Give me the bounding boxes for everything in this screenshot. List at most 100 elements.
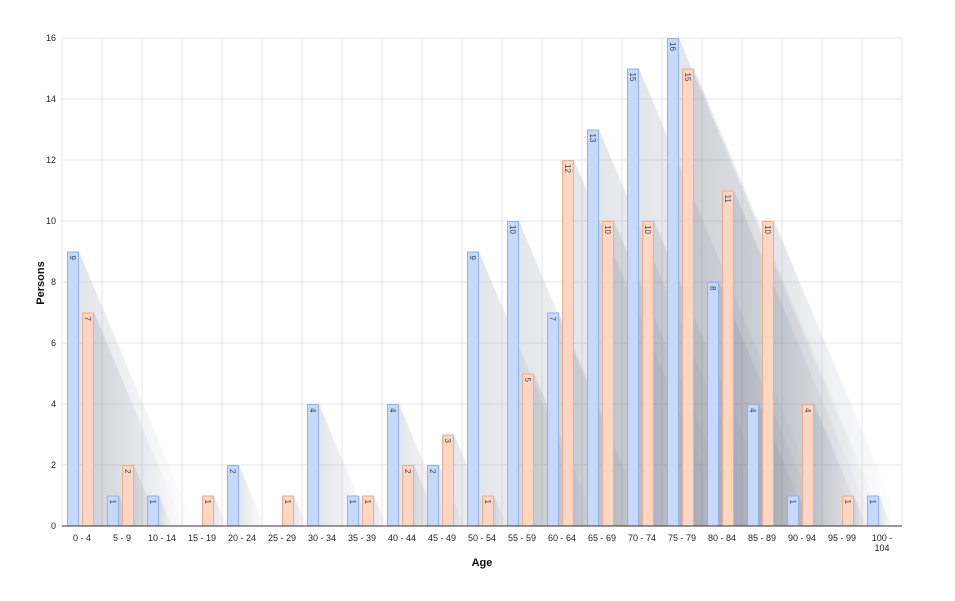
bar-shadow (94, 312, 184, 526)
y-tick-label: 10 (46, 216, 56, 226)
y-tick-label: 2 (51, 460, 56, 470)
data-label: 7 (548, 317, 557, 322)
data-label: 3 (443, 439, 452, 444)
data-label: 10 (508, 225, 517, 234)
bar (67, 251, 79, 527)
y-tick-label: 8 (51, 277, 56, 287)
x-tick-label: 5 - 9 (113, 533, 131, 543)
x-tick-label: 15 - 19 (188, 533, 216, 543)
data-label: 4 (388, 408, 397, 413)
bar-shadow (294, 495, 307, 526)
bar (802, 404, 814, 527)
data-label: 1 (483, 500, 492, 505)
bar (122, 465, 134, 527)
x-tick-label: 0 - 4 (73, 533, 91, 543)
data-label: 1 (843, 500, 852, 505)
data-label: 13 (588, 134, 597, 143)
bar (587, 129, 599, 527)
bar (442, 434, 454, 527)
bar (467, 251, 479, 527)
data-label: 10 (643, 225, 652, 234)
bar-shadow (239, 465, 265, 526)
data-label: 1 (148, 500, 157, 505)
y-tick-label: 0 (51, 521, 56, 531)
x-tick-label: 100 - (872, 533, 893, 543)
data-label: 1 (868, 500, 877, 505)
bar (427, 465, 439, 527)
y-tick-label: 12 (46, 155, 56, 165)
bar (682, 68, 694, 527)
data-label: 2 (428, 469, 437, 474)
x-tick-label: 95 - 99 (828, 533, 856, 543)
data-label: 10 (763, 225, 772, 234)
x-tick-label: 70 - 74 (628, 533, 656, 543)
bar (602, 221, 614, 527)
bar (627, 68, 639, 527)
y-axis-title: Persons (35, 261, 47, 304)
data-label: 1 (363, 500, 372, 505)
data-label: 8 (708, 286, 717, 291)
data-label: 10 (603, 225, 612, 234)
bar (522, 373, 534, 527)
bar (82, 312, 94, 527)
bar (722, 190, 734, 527)
y-tick-label: 6 (51, 338, 56, 348)
data-label: 15 (628, 73, 637, 82)
data-label: 2 (123, 469, 132, 474)
bar (562, 160, 574, 527)
data-label: 9 (68, 256, 77, 261)
y-tick-label: 14 (46, 94, 56, 104)
x-tick-label: 65 - 69 (588, 533, 616, 543)
bar (547, 312, 559, 527)
y-tick-label: 4 (51, 399, 56, 409)
x-tick-label: 104 (874, 543, 889, 553)
bar-shadow (214, 495, 227, 526)
x-tick-label: 80 - 84 (708, 533, 736, 543)
data-label: 1 (283, 500, 292, 505)
data-label: 15 (683, 73, 692, 82)
bar-shadow (494, 495, 507, 526)
bar (747, 404, 759, 527)
x-tick-label: 20 - 24 (228, 533, 256, 543)
bar (387, 404, 399, 527)
data-label: 11 (723, 195, 732, 204)
x-tick-label: 35 - 39 (348, 533, 376, 543)
data-label: 1 (348, 500, 357, 505)
bar (227, 465, 239, 527)
data-label: 5 (523, 378, 532, 383)
data-label: 1 (108, 500, 117, 505)
bar (762, 221, 774, 527)
data-label: 2 (228, 469, 237, 474)
data-label: 2 (403, 469, 412, 474)
data-label: 4 (803, 408, 812, 413)
bar-shadow (374, 495, 387, 526)
x-tick-label: 25 - 29 (268, 533, 296, 543)
x-tick-label: 30 - 34 (308, 533, 336, 543)
bar (707, 282, 719, 527)
x-tick-label: 55 - 59 (508, 533, 536, 543)
bar (307, 404, 319, 527)
x-axis-title: Age (472, 557, 493, 569)
x-tick-label: 75 - 79 (668, 533, 696, 543)
x-tick-label: 10 - 14 (148, 533, 176, 543)
bar (507, 221, 519, 527)
x-tick-label: 45 - 49 (428, 533, 456, 543)
x-tick-label: 60 - 64 (548, 533, 576, 543)
data-label: 16 (668, 42, 677, 51)
data-label: 1 (788, 500, 797, 505)
bar (642, 221, 654, 527)
x-tick-label: 90 - 94 (788, 533, 816, 543)
data-label: 7 (83, 317, 92, 322)
data-label: 4 (308, 408, 317, 413)
data-label: 4 (748, 408, 757, 413)
x-tick-label: 50 - 54 (468, 533, 496, 543)
bar-shadow (854, 495, 867, 526)
data-label: 12 (563, 164, 572, 173)
data-label: 9 (468, 256, 477, 261)
x-tick-label: 85 - 89 (748, 533, 776, 543)
y-tick-label: 16 (46, 33, 56, 43)
x-tick-label: 40 - 44 (388, 533, 416, 543)
